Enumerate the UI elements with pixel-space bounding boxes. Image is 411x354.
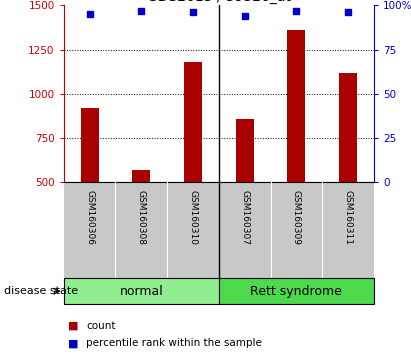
Text: percentile rank within the sample: percentile rank within the sample bbox=[86, 338, 262, 348]
Bar bbox=[287, 30, 305, 182]
Point bbox=[86, 11, 93, 17]
Point bbox=[293, 8, 300, 13]
Text: GSM160309: GSM160309 bbox=[292, 190, 301, 245]
Bar bbox=[236, 119, 254, 182]
Bar bbox=[184, 62, 202, 182]
Text: count: count bbox=[86, 321, 116, 331]
Point bbox=[241, 13, 248, 19]
Text: disease state: disease state bbox=[4, 286, 78, 296]
Text: Rett syndrome: Rett syndrome bbox=[250, 285, 342, 298]
Title: GDS2613 / 39326_at: GDS2613 / 39326_at bbox=[147, 0, 291, 4]
Bar bbox=[64, 278, 219, 304]
Text: ■: ■ bbox=[68, 321, 79, 331]
Point bbox=[345, 10, 351, 15]
Text: GSM160307: GSM160307 bbox=[240, 190, 249, 245]
Bar bbox=[219, 278, 374, 304]
Bar bbox=[81, 108, 99, 182]
Text: ■: ■ bbox=[68, 338, 79, 348]
Bar bbox=[132, 170, 150, 182]
Text: normal: normal bbox=[120, 285, 163, 298]
Point bbox=[138, 8, 145, 13]
Bar bbox=[339, 73, 357, 182]
Text: GSM160310: GSM160310 bbox=[189, 190, 198, 245]
Point bbox=[190, 10, 196, 15]
Text: GSM160308: GSM160308 bbox=[137, 190, 146, 245]
Text: GSM160311: GSM160311 bbox=[344, 190, 353, 245]
Text: GSM160306: GSM160306 bbox=[85, 190, 94, 245]
